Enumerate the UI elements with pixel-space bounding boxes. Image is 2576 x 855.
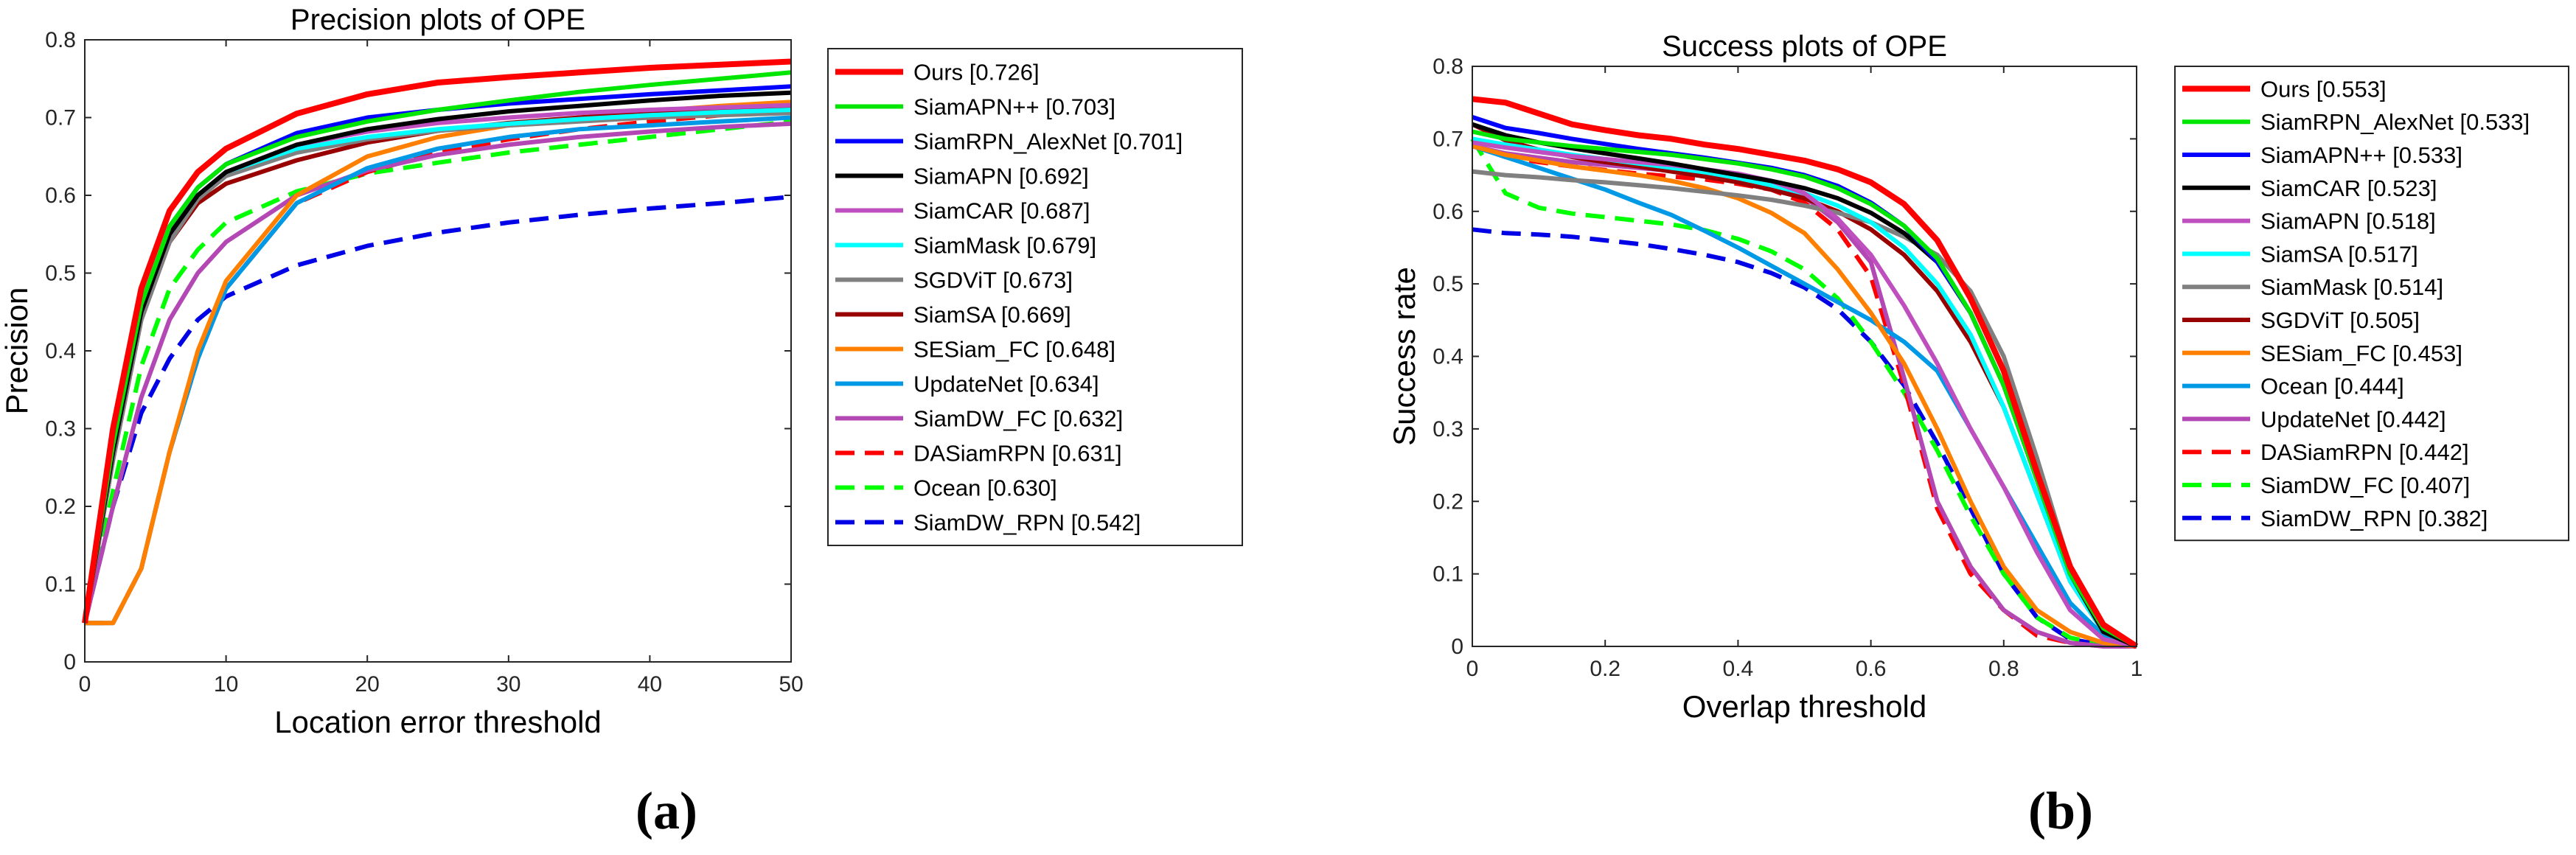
success-title: Success plots of OPE bbox=[1662, 30, 1947, 63]
success-legend-entry: SiamSA [0.517] bbox=[2260, 241, 2418, 267]
success-x-tick-label: 0.8 bbox=[1988, 657, 2019, 681]
precision-legend-entry: SiamAPN [0.692] bbox=[913, 164, 1089, 189]
success-legend-entry: SiamCAR [0.523] bbox=[2260, 175, 2437, 201]
panel-a-caption: (a) bbox=[636, 781, 697, 840]
success-x-tick-label: 1 bbox=[2131, 657, 2143, 681]
success-y-tick-label: 0.5 bbox=[1433, 272, 1463, 296]
success-series-line-siamrpn-alexnet bbox=[1472, 129, 2138, 649]
success-legend-entry: DASiamRPN [0.442] bbox=[2260, 439, 2469, 465]
precision-y-axis-label: Precision bbox=[0, 287, 34, 415]
precision-y-tick-label: 0.6 bbox=[45, 184, 76, 208]
success-legend-entry: UpdateNet [0.442] bbox=[2260, 406, 2446, 432]
success-legend-entry: SiamDW_RPN [0.382] bbox=[2260, 506, 2488, 531]
precision-chart: Precision plots of OPE Location error thr… bbox=[0, 4, 1243, 739]
precision-legend-entry: SiamRPN_AlexNet [0.701] bbox=[913, 129, 1183, 155]
success-y-tick-label: 0.2 bbox=[1433, 489, 1463, 514]
precision-x-tick-label: 50 bbox=[779, 672, 803, 697]
success-y-tick-label: 0.8 bbox=[1433, 55, 1463, 79]
success-legend-entry: Ours [0.553] bbox=[2260, 76, 2387, 102]
precision-y-tick-label: 0.2 bbox=[45, 495, 76, 519]
precision-series-line-ours bbox=[82, 58, 792, 624]
precision-legend-entry: SiamMask [0.679] bbox=[913, 233, 1096, 259]
success-x-tick-label: 0 bbox=[1466, 657, 1479, 681]
success-legend-entry: SiamDW_FC [0.407] bbox=[2260, 472, 2470, 498]
success-chart: Success plots of OPE Overlap threshold Suc… bbox=[1387, 30, 2569, 724]
success-legend-entry: SiamRPN_AlexNet [0.533] bbox=[2260, 109, 2530, 135]
precision-plot-frame bbox=[84, 39, 792, 663]
success-legend-entry: Ocean [0.444] bbox=[2260, 374, 2404, 399]
panel-b-caption: (b) bbox=[2028, 781, 2093, 840]
success-y-tick-label: 0 bbox=[1451, 635, 1463, 659]
precision-series-line-dasiamrpn bbox=[85, 108, 792, 626]
precision-title: Precision plots of OPE bbox=[290, 4, 585, 36]
precision-y-tick-label: 0 bbox=[63, 650, 76, 674]
success-x-tick-label: 0.6 bbox=[1856, 657, 1887, 681]
precision-legend-entry: Ours [0.726] bbox=[913, 60, 1040, 86]
precision-series-line-siamdw-fc bbox=[83, 121, 792, 624]
precision-x-tick-label: 10 bbox=[214, 672, 238, 697]
precision-series-line-siamapn bbox=[83, 90, 792, 624]
precision-series-line-siamdw-rpn bbox=[83, 195, 792, 624]
success-series-line-siamdw-rpn bbox=[1472, 227, 2137, 649]
success-y-tick-label: 0.7 bbox=[1433, 127, 1463, 151]
precision-y-tick-label: 0.4 bbox=[45, 339, 76, 363]
precision-y-tick-label: 0.1 bbox=[45, 573, 76, 597]
success-legend-entry: SGDViT [0.505] bbox=[2260, 307, 2420, 333]
precision-legend-entry: SESiam_FC [0.648] bbox=[913, 337, 1115, 363]
success-series-line-ocean bbox=[1472, 144, 2137, 649]
success-series-line-updatenet bbox=[1472, 144, 2137, 649]
precision-x-tick-label: 20 bbox=[355, 672, 380, 697]
precision-legend-entry: UpdateNet [0.634] bbox=[913, 371, 1099, 397]
success-x-tick-label: 0.4 bbox=[1723, 657, 1754, 681]
success-legend-entry: SiamAPN [0.518] bbox=[2260, 209, 2436, 234]
precision-series-line-sgdvit bbox=[83, 111, 792, 624]
success-y-tick-label: 0.4 bbox=[1433, 345, 1463, 369]
precision-y-tick-label: 0.3 bbox=[45, 417, 76, 442]
precision-legend-entry: SiamCAR [0.687] bbox=[913, 198, 1090, 224]
precision-y-tick-label: 0.8 bbox=[45, 28, 76, 52]
success-legend-entry: SiamAPN++ [0.533] bbox=[2260, 142, 2462, 168]
precision-y-tick-label: 0.5 bbox=[45, 262, 76, 286]
precision-series-line-siammask bbox=[83, 108, 792, 624]
success-series-line-sesiam-fc bbox=[1472, 144, 2137, 649]
success-series-line-siammask bbox=[1472, 169, 2138, 649]
success-legend-entry: SESiam_FC [0.453] bbox=[2260, 341, 2462, 366]
precision-legend-entry: SiamDW_FC [0.632] bbox=[913, 406, 1123, 432]
precision-series-line-siamrpn-alexnet bbox=[83, 84, 792, 624]
success-series-line-dasiamrpn bbox=[1472, 144, 2137, 649]
success-series-line-siamdw-fc bbox=[1470, 137, 2137, 649]
success-x-axis-label: Overlap threshold bbox=[1682, 689, 1927, 724]
precision-y-tick-label: 0.7 bbox=[45, 106, 76, 130]
precision-x-tick-label: 40 bbox=[638, 672, 662, 697]
success-y-axis-label: Success rate bbox=[1387, 267, 1421, 446]
precision-series-line-siamapn- bbox=[83, 70, 792, 624]
success-y-tick-label: 0.1 bbox=[1433, 562, 1463, 587]
success-series-line-siamapn bbox=[1472, 140, 2137, 649]
precision-legend-entry: SGDViT [0.673] bbox=[913, 268, 1073, 293]
precision-legend-entry: DASiamRPN [0.631] bbox=[913, 441, 1122, 467]
success-series-line-ours bbox=[1472, 96, 2139, 649]
precision-series-lines bbox=[82, 58, 792, 626]
precision-legend-entry: SiamAPN++ [0.703] bbox=[913, 94, 1115, 120]
success-series-lines bbox=[1470, 96, 2139, 649]
precision-x-tick-label: 0 bbox=[79, 672, 91, 697]
success-legend-entry: SiamMask [0.514] bbox=[2260, 274, 2443, 300]
success-legend-box bbox=[2174, 66, 2569, 542]
success-plot-frame bbox=[1472, 66, 2137, 647]
precision-x-axis-label: Location error threshold bbox=[274, 705, 602, 739]
success-y-tick-label: 0.3 bbox=[1433, 417, 1463, 442]
precision-legend-box bbox=[827, 48, 1243, 546]
precision-legend-entry: SiamDW_RPN [0.542] bbox=[913, 510, 1141, 536]
precision-x-tick-label: 30 bbox=[496, 672, 521, 697]
precision-legend-entry: Ocean [0.630] bbox=[913, 475, 1057, 501]
success-y-tick-label: 0.6 bbox=[1433, 200, 1463, 224]
precision-legend-entry: SiamSA [0.669] bbox=[913, 302, 1071, 328]
success-x-tick-label: 0.2 bbox=[1590, 657, 1621, 681]
